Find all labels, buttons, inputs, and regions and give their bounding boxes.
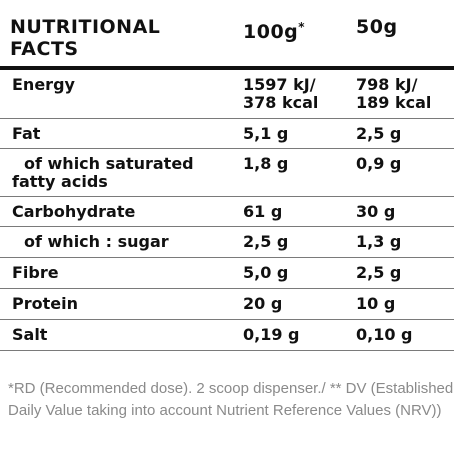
value-per-100g: 0,19 g	[243, 325, 300, 344]
table-row-fat: Fat 5,1 g 2,5 g	[0, 119, 454, 149]
table-row-sugar: of which : sugar 2,5 g 1,3 g	[0, 227, 454, 258]
row-label: Fibre	[12, 263, 59, 282]
table-row-saturated-fat: of which saturated fatty acids 1,8 g 0,9…	[0, 149, 454, 197]
header-divider	[0, 66, 454, 70]
value-per-100g: 5,1 g	[243, 124, 289, 143]
table-row-salt: Salt 0,19 g 0,10 g	[0, 320, 454, 351]
value-per-100g: 1597 kJ/ 378 kcal	[243, 75, 319, 112]
value-per-100g: 1,8 g	[243, 154, 289, 173]
value-per-50g: 2,5 g	[356, 124, 402, 143]
table-row-fibre: Fibre 5,0 g 2,5 g	[0, 258, 454, 289]
column-header-100g-label: 100g	[243, 21, 299, 43]
column-header-50g: 50g	[356, 16, 398, 38]
row-label: of which : sugar	[24, 232, 169, 251]
value-per-50g: 1,3 g	[356, 232, 402, 251]
row-label: Fat	[12, 124, 41, 143]
value-per-50g: 10 g	[356, 294, 396, 313]
value-per-100g: 20 g	[243, 294, 283, 313]
row-label: Carbohydrate	[12, 202, 136, 221]
table-row-energy: Energy 1597 kJ/ 378 kcal 798 kJ/ 189 kca…	[0, 70, 454, 119]
value-per-100g: 5,0 g	[243, 263, 289, 282]
footnote-text: *RD (Recommended dose). 2 scoop dispense…	[8, 380, 454, 419]
value-per-50g: 0,10 g	[356, 325, 413, 344]
footnote-marker: *	[298, 20, 306, 34]
row-label: Salt	[12, 325, 48, 344]
value-per-50g: 0,9 g	[356, 154, 402, 173]
row-label: Energy	[12, 75, 75, 94]
row-label: Protein	[12, 294, 78, 313]
row-label: of which saturated fatty acids	[12, 154, 194, 191]
value-per-50g: 30 g	[356, 202, 396, 221]
table-row-carbohydrate: Carbohydrate 61 g 30 g	[0, 197, 454, 227]
table-row-protein: Protein 20 g 10 g	[0, 289, 454, 320]
value-per-100g: 2,5 g	[243, 232, 289, 251]
table-title: NUTRITIONAL FACTS	[10, 16, 161, 60]
value-per-50g: 2,5 g	[356, 263, 402, 282]
value-per-100g: 61 g	[243, 202, 283, 221]
value-per-50g: 798 kJ/ 189 kcal	[356, 75, 432, 112]
column-header-100g: 100g*	[243, 16, 305, 43]
